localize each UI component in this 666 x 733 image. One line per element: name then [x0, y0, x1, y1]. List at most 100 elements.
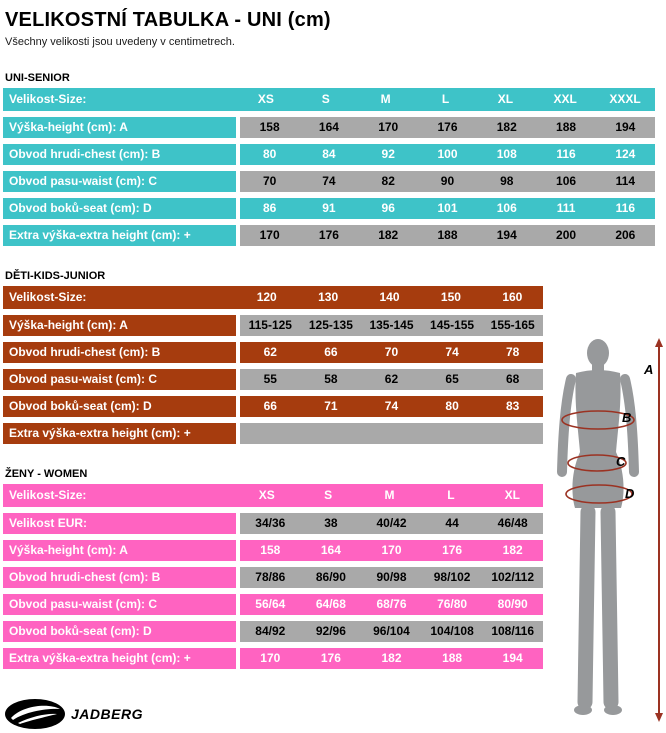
- value-cell: 64/68: [315, 597, 346, 611]
- row-label: Výška-height (cm): A: [3, 117, 236, 138]
- table-row: Výška-height (cm): A 115-125 125-135 135-14…: [3, 315, 543, 336]
- value-cell: 111: [556, 201, 576, 215]
- value-cell: 80: [445, 399, 459, 413]
- value-cell: 44: [445, 516, 459, 530]
- height-arrow-bottom-head: [655, 713, 663, 722]
- row-label: Obvod boků-seat (cm): D: [3, 198, 236, 219]
- page-subtitle: Všechny velikosti jsou uvedeny v centime…: [5, 36, 235, 48]
- table-row: Obvod boků-seat (cm): D 66 71 74 80 83: [3, 396, 543, 417]
- value-cell: 84/92: [255, 624, 286, 638]
- row-label: Obvod hrudi-chest (cm): B: [3, 144, 236, 165]
- height-arrow-top-head: [655, 338, 663, 347]
- row-gap: [236, 342, 240, 363]
- value-cell: 182: [496, 120, 517, 134]
- row-values: 62 66 70 74 78: [240, 342, 543, 363]
- column-header: 130: [318, 290, 339, 304]
- row-gap: [236, 594, 240, 615]
- value-cell: 82: [381, 174, 395, 188]
- figure-label-waist: C: [616, 454, 626, 469]
- value-cell: 62: [384, 372, 399, 386]
- row-label: Obvod boků-seat (cm): D: [3, 621, 236, 642]
- size-table-uni-senior: Velikost-Size: XS S M L XL XXL XXXL Výška-height…: [3, 88, 655, 246]
- value-cell: 70: [262, 174, 277, 188]
- row-gap: [236, 513, 240, 534]
- figure-label-seat: D: [625, 486, 635, 501]
- value-cell: 96/104: [373, 624, 410, 638]
- value-cell: 101: [437, 201, 458, 215]
- value-cell: 91: [322, 201, 336, 215]
- chest-measure-ellipse-icon: [561, 410, 635, 430]
- row-label: Výška-height (cm): A: [3, 540, 236, 561]
- size-table-zeny-women: Velikost-Size: XS S M L XL Velikost EUR: 34/36 3…: [3, 484, 543, 669]
- waist-measure-ellipse-icon: [567, 454, 627, 472]
- header-row: Velikost-Size: XS S M L XL XXL XXXL: [3, 88, 655, 111]
- header-row: Velikost-Size: XS S M L XL: [3, 484, 543, 507]
- column-header: 120: [256, 290, 277, 304]
- value-cell: [301, 423, 362, 444]
- value-cell: 176: [437, 120, 458, 134]
- value-cell: 206: [615, 228, 636, 242]
- value-cell: 115-125: [248, 318, 292, 332]
- column-header: XXXL: [609, 92, 641, 106]
- row-label: Obvod pasu-waist (cm): C: [3, 171, 236, 192]
- value-cell: 188: [437, 228, 458, 242]
- value-cell: 170: [259, 228, 280, 242]
- column-header: L: [441, 92, 450, 106]
- value-cell: 86: [262, 201, 277, 215]
- value-cell: 66: [324, 345, 338, 359]
- row-label: Extra výška-extra height (cm): +: [3, 648, 236, 669]
- figure-label-chest: B: [622, 410, 632, 425]
- row-gap: [236, 621, 240, 642]
- value-cell: 170: [381, 543, 402, 557]
- figure-label-height: A: [644, 362, 654, 377]
- value-cell: 78: [505, 345, 520, 359]
- value-cell: 38: [324, 516, 338, 530]
- value-cell: 74: [322, 174, 336, 188]
- column-header: M: [384, 488, 395, 502]
- value-cell: 96: [381, 201, 395, 215]
- value-cell: 56/64: [255, 597, 286, 611]
- value-cell: 92: [381, 147, 395, 161]
- column-header: S: [324, 488, 333, 502]
- row-label: Extra výška-extra height (cm): +: [3, 423, 236, 444]
- value-cell: 66: [263, 399, 277, 413]
- value-cell: 188: [442, 651, 463, 665]
- value-cell: 194: [502, 651, 523, 665]
- column-header: XL: [497, 92, 514, 106]
- value-cell: [240, 423, 301, 444]
- column-header: 140: [379, 290, 400, 304]
- value-cell: 182: [381, 651, 402, 665]
- value-cell: [361, 423, 422, 444]
- row-values: 80 84 92 100 108 116 124: [240, 144, 655, 165]
- value-cell: 194: [615, 120, 636, 134]
- header-columns: 120 130 140 150 160: [236, 286, 543, 309]
- value-cell: 135-145: [369, 318, 414, 332]
- value-cell: 40/42: [376, 516, 407, 530]
- column-header: XL: [504, 488, 520, 502]
- row-values: 56/64 64/68 68/76 76/80 80/90: [240, 594, 543, 615]
- row-gap: [236, 144, 240, 165]
- value-cell: 182: [502, 543, 523, 557]
- table-row: Obvod hrudi-chest (cm): B 78/86 86/90 90/98…: [3, 567, 543, 588]
- row-gap: [236, 540, 240, 561]
- value-cell: 108/116: [491, 624, 535, 638]
- table-row: Obvod pasu-waist (cm): C 56/64 64/68 68/76 7…: [3, 594, 543, 615]
- value-cell: 100: [437, 147, 458, 161]
- column-header: XS: [258, 488, 275, 502]
- human-silhouette-icon: [557, 338, 663, 722]
- value-cell: 158: [259, 120, 280, 134]
- tables-container: UNI-SENIOR Velikost-Size: XS S M L XL XXL XXXL Vý…: [3, 72, 666, 669]
- table-row: Obvod hrudi-chest (cm): B 80 84 92 100 108 116…: [3, 144, 655, 165]
- row-values: 78/86 86/90 90/98 98/102 102/112: [240, 567, 543, 588]
- value-cell: 65: [445, 372, 459, 386]
- value-cell: [482, 423, 543, 444]
- row-values: 34/36 38 40/42 44 46/48: [240, 513, 543, 534]
- row-label: Extra výška-extra height (cm): +: [3, 225, 236, 246]
- table-row: Obvod boků-seat (cm): D 86 91 96 101 106 111 11…: [3, 198, 655, 219]
- value-cell: 158: [260, 543, 281, 557]
- value-cell: 164: [320, 543, 341, 557]
- section-title-zeny-women: ŽENY - WOMEN: [5, 468, 88, 480]
- jadberg-logo-icon: [5, 699, 65, 729]
- value-cell: 68/76: [376, 597, 407, 611]
- value-cell: 116: [556, 147, 576, 161]
